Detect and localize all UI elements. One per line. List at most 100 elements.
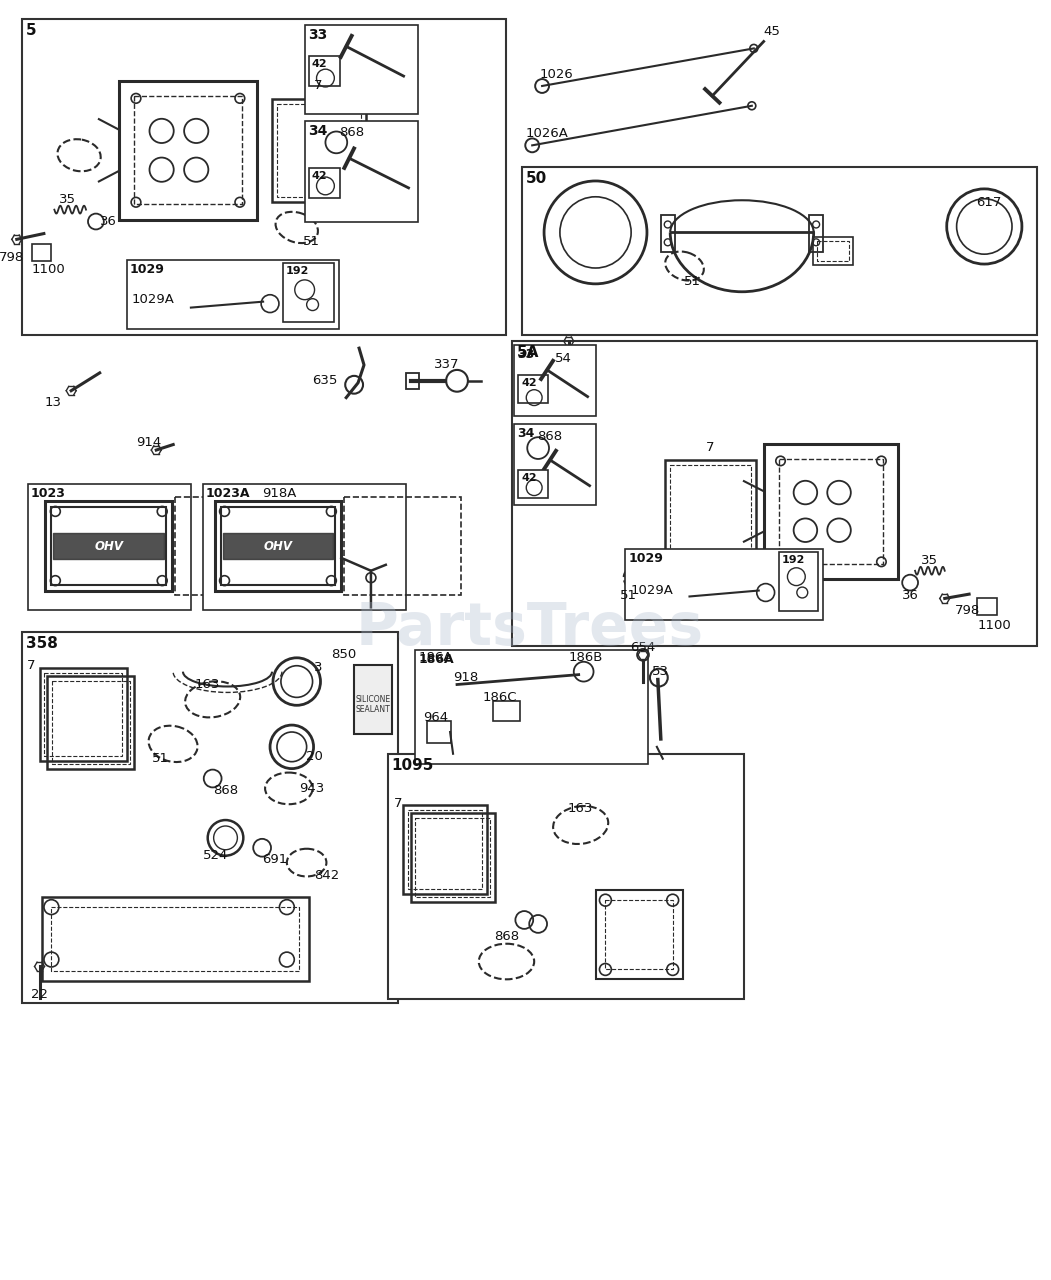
Bar bbox=[522, 168, 1036, 335]
Text: 914: 914 bbox=[136, 435, 161, 448]
Bar bbox=[45, 502, 172, 590]
Text: 35: 35 bbox=[922, 554, 939, 567]
Bar bbox=[53, 681, 129, 764]
Text: 163: 163 bbox=[195, 678, 221, 691]
Bar bbox=[596, 891, 682, 979]
Text: 42: 42 bbox=[311, 59, 327, 69]
Text: 617: 617 bbox=[976, 196, 1002, 209]
Bar bbox=[625, 549, 823, 621]
Text: 1029A: 1029A bbox=[131, 293, 174, 306]
Text: 42: 42 bbox=[521, 472, 537, 483]
Text: 1023: 1023 bbox=[30, 486, 65, 499]
Bar bbox=[518, 375, 548, 403]
Bar bbox=[47, 676, 135, 768]
Bar bbox=[32, 244, 51, 261]
Text: 7: 7 bbox=[393, 796, 401, 810]
Bar bbox=[665, 460, 756, 563]
Text: 868: 868 bbox=[213, 783, 239, 797]
Text: 54: 54 bbox=[555, 352, 573, 365]
Bar bbox=[406, 372, 419, 389]
Text: 7: 7 bbox=[706, 440, 715, 453]
Bar bbox=[305, 120, 418, 221]
Bar bbox=[44, 673, 122, 755]
Bar bbox=[764, 444, 899, 579]
Bar bbox=[22, 19, 507, 335]
Text: 186A: 186A bbox=[418, 652, 453, 664]
Bar bbox=[277, 104, 362, 197]
Bar bbox=[403, 805, 487, 895]
Text: 868: 868 bbox=[494, 931, 519, 943]
Text: 163: 163 bbox=[568, 801, 594, 814]
Text: 1029A: 1029A bbox=[631, 584, 673, 596]
Text: 868: 868 bbox=[537, 430, 562, 443]
Text: 42: 42 bbox=[521, 378, 537, 388]
Text: 1100: 1100 bbox=[977, 618, 1011, 631]
Text: 34: 34 bbox=[517, 428, 535, 440]
Text: 51: 51 bbox=[303, 234, 321, 248]
Text: 654: 654 bbox=[631, 641, 656, 654]
Text: 13: 13 bbox=[45, 396, 62, 410]
Bar bbox=[779, 460, 884, 564]
Text: 1029: 1029 bbox=[129, 264, 164, 276]
Bar bbox=[809, 215, 823, 252]
Text: 51: 51 bbox=[151, 753, 169, 765]
Bar bbox=[514, 346, 596, 416]
Text: 635: 635 bbox=[312, 374, 337, 388]
Bar bbox=[388, 754, 744, 1000]
Text: 691: 691 bbox=[263, 854, 288, 867]
Text: 42: 42 bbox=[311, 172, 327, 180]
Bar bbox=[309, 56, 341, 86]
Text: 1023A: 1023A bbox=[206, 486, 250, 499]
Bar bbox=[309, 168, 341, 198]
Text: OHV: OHV bbox=[95, 539, 123, 553]
Text: 964: 964 bbox=[424, 710, 449, 723]
Bar bbox=[514, 425, 596, 506]
Bar bbox=[605, 900, 673, 969]
Text: 5: 5 bbox=[25, 23, 37, 37]
Text: 35: 35 bbox=[59, 193, 76, 206]
Bar bbox=[354, 664, 392, 733]
Text: 1026A: 1026A bbox=[526, 127, 569, 140]
Bar bbox=[51, 908, 298, 972]
Bar bbox=[176, 497, 291, 595]
Text: PartsTrees: PartsTrees bbox=[355, 599, 703, 657]
Text: 5A: 5A bbox=[516, 346, 539, 360]
Bar bbox=[27, 484, 191, 611]
Bar bbox=[813, 237, 852, 265]
Bar bbox=[126, 260, 339, 329]
Bar bbox=[119, 81, 257, 220]
Bar bbox=[41, 897, 309, 982]
Text: 20: 20 bbox=[306, 750, 323, 763]
Bar bbox=[669, 465, 750, 558]
Bar bbox=[428, 721, 451, 742]
Bar bbox=[518, 470, 548, 498]
Text: 53: 53 bbox=[653, 666, 669, 678]
Text: 36: 36 bbox=[100, 215, 118, 228]
Bar bbox=[779, 552, 818, 612]
Bar bbox=[22, 632, 397, 1004]
Bar bbox=[661, 215, 675, 252]
Text: 337: 337 bbox=[434, 358, 460, 371]
Text: 943: 943 bbox=[298, 782, 324, 795]
Text: 3: 3 bbox=[314, 662, 323, 675]
Text: 186A: 186A bbox=[418, 653, 454, 666]
Bar bbox=[817, 242, 849, 261]
Text: 33: 33 bbox=[517, 348, 535, 361]
Text: 7: 7 bbox=[314, 79, 323, 92]
Text: 33: 33 bbox=[308, 28, 327, 42]
Bar bbox=[133, 96, 242, 205]
Text: 51: 51 bbox=[620, 589, 637, 602]
Bar bbox=[40, 668, 126, 760]
Bar bbox=[493, 701, 520, 721]
Text: 45: 45 bbox=[763, 26, 780, 38]
Text: 1100: 1100 bbox=[32, 262, 65, 275]
Text: 1095: 1095 bbox=[392, 758, 434, 773]
Bar bbox=[415, 650, 648, 764]
Text: 798: 798 bbox=[0, 251, 24, 264]
Text: 524: 524 bbox=[203, 849, 228, 863]
Bar bbox=[214, 502, 342, 590]
Text: 358: 358 bbox=[25, 636, 58, 652]
Text: 34: 34 bbox=[308, 124, 327, 137]
Text: 798: 798 bbox=[955, 604, 981, 617]
Text: OHV: OHV bbox=[264, 539, 292, 553]
